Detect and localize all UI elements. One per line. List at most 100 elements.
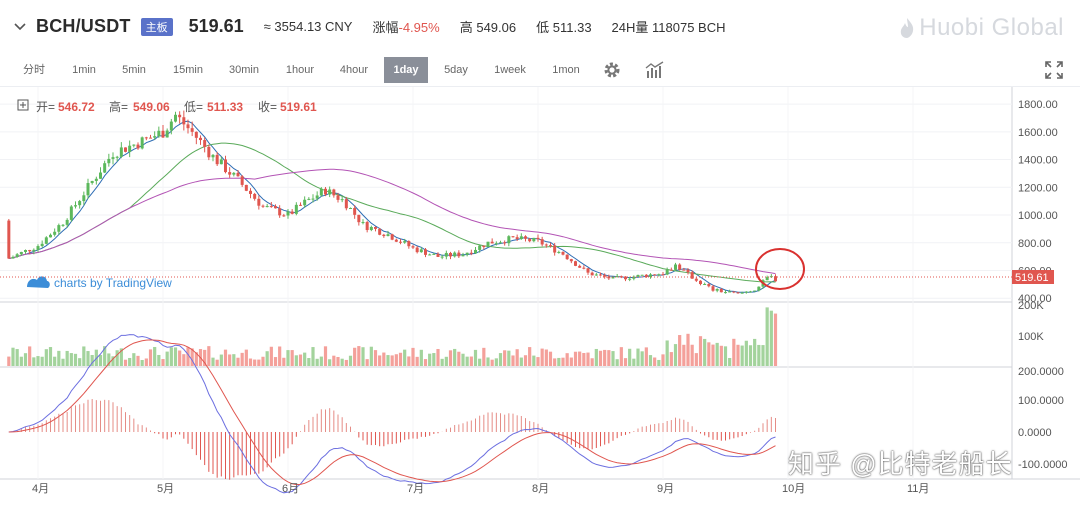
volume-bar	[15, 349, 19, 366]
candle-body	[407, 241, 411, 247]
trading-pair[interactable]: BCH/USDT	[36, 16, 131, 36]
month-tick-label: 7月	[407, 483, 424, 495]
volume-bar	[686, 333, 690, 366]
volume-bar	[111, 356, 115, 366]
volume-bar	[744, 340, 748, 366]
candle-body	[182, 117, 186, 125]
fullscreen-icon[interactable]	[1043, 59, 1065, 81]
candle-body	[11, 256, 15, 259]
tab-15min[interactable]: 15min	[173, 64, 203, 76]
volume-bar	[557, 357, 561, 366]
tab-1day[interactable]: 1day	[384, 57, 428, 83]
candle-body	[99, 172, 102, 179]
volume-bar	[290, 350, 294, 366]
candle-body	[428, 254, 432, 256]
volume-bar	[303, 352, 307, 366]
candle-body	[736, 292, 740, 294]
candle-body	[461, 254, 465, 257]
candle-body	[724, 292, 727, 294]
volume-bar	[532, 355, 536, 366]
volume-bar	[511, 355, 515, 366]
volume-bar	[53, 356, 57, 366]
candle-body	[494, 243, 498, 245]
tab-1hour[interactable]: 1hour	[285, 64, 315, 76]
candle-body	[561, 251, 565, 255]
volume-bar	[82, 346, 86, 366]
tab-1week[interactable]: 1week	[494, 64, 526, 76]
candle-body	[636, 274, 640, 277]
volume-bar	[123, 359, 128, 366]
candle-body	[757, 286, 761, 291]
indicators-icon[interactable]	[644, 59, 666, 81]
candle-body	[536, 237, 540, 240]
volume-bar	[269, 346, 273, 366]
volume-bar	[665, 340, 669, 366]
volume-bar	[219, 354, 223, 366]
tab-30min[interactable]: 30min	[229, 64, 259, 76]
volume-bar	[86, 351, 90, 366]
volume-bar	[207, 346, 211, 366]
candle-body	[569, 259, 573, 262]
candle-body	[282, 215, 286, 217]
candle-body	[36, 246, 40, 250]
volume-bar	[44, 349, 48, 366]
volume-bar	[740, 345, 744, 366]
volume-bar	[761, 345, 765, 366]
volume-bar	[273, 357, 278, 366]
chevron-down-icon[interactable]	[14, 20, 26, 34]
candle-body	[465, 252, 469, 255]
tab-1mon[interactable]: 1mon	[552, 64, 580, 76]
volume-bar	[465, 356, 469, 366]
month-tick-label: 6月	[282, 483, 299, 495]
candle-body	[424, 249, 427, 255]
high-value: 549.06	[476, 20, 517, 35]
candle-body	[186, 124, 190, 129]
chart-area[interactable]: 1800.00 1600.00 1400.00 1200.00 1000.00 800.0…	[0, 87, 1080, 505]
low-value: 511.33	[552, 20, 592, 35]
volume-bar	[336, 356, 340, 366]
gear-icon[interactable]	[601, 59, 623, 81]
candle-body	[665, 269, 669, 275]
candle-body	[565, 254, 569, 260]
candle-body	[65, 219, 69, 225]
candle-body	[357, 214, 361, 223]
tab-4hour[interactable]: 4hour	[339, 64, 369, 76]
volume-bar	[144, 358, 148, 366]
tab-5min[interactable]: 5min	[122, 64, 146, 76]
volume-bar	[119, 348, 123, 366]
candle-body	[132, 144, 136, 146]
tab-5day[interactable]: 5day	[444, 64, 468, 76]
tab-timeline[interactable]: 分时	[23, 64, 45, 76]
candle-body	[503, 242, 507, 244]
candle-body	[178, 114, 182, 118]
price-chart[interactable]: 1800.00 1600.00 1400.00 1200.00 1000.00 800.0…	[0, 87, 1080, 505]
candle-body	[753, 290, 757, 292]
volume-bar	[148, 349, 153, 366]
volume-bar	[715, 342, 719, 366]
volume-bar	[486, 357, 490, 366]
candle-body	[399, 241, 402, 243]
tradingview-attribution[interactable]: charts by TradingView	[27, 276, 172, 290]
expand-legend-icon[interactable]	[17, 99, 29, 111]
volume-bar	[261, 356, 265, 366]
tab-1min[interactable]: 1min	[72, 64, 96, 76]
volume-bar	[153, 346, 157, 366]
volume-bar	[469, 356, 473, 366]
candle-body	[24, 250, 27, 252]
candle-body	[611, 276, 615, 279]
volume-bar	[673, 344, 678, 366]
volume-bar	[69, 353, 73, 366]
price-tag-text: 519.61	[1015, 272, 1049, 284]
volume-bar	[719, 345, 723, 366]
candle-body	[303, 199, 307, 206]
open-value: 546.72	[58, 100, 95, 114]
volume-bar	[748, 345, 753, 366]
volume-bar	[103, 346, 107, 366]
volume-bar	[140, 359, 144, 366]
candle-body	[419, 249, 423, 253]
candle-body	[686, 269, 690, 273]
candle-body	[474, 249, 477, 254]
candle-body	[82, 195, 86, 202]
candle-body	[394, 239, 398, 242]
month-tick-label: 9月	[657, 483, 674, 495]
